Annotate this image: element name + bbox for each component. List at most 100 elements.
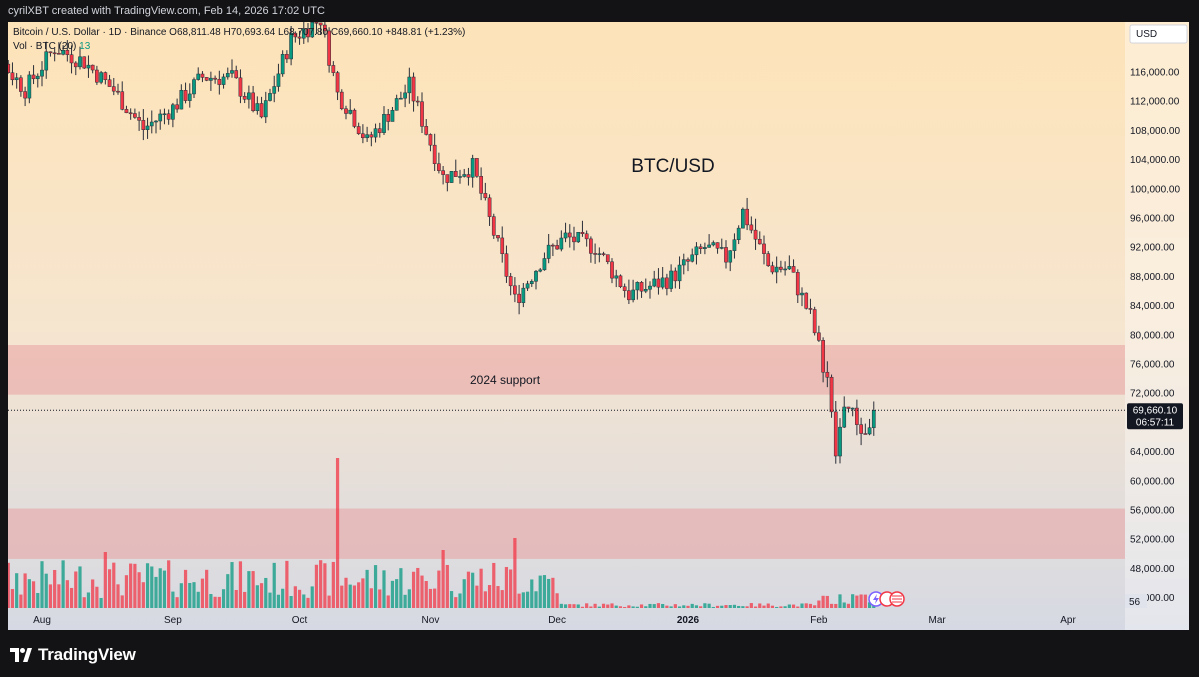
volume-bar — [65, 580, 69, 608]
currency-box[interactable] — [1129, 24, 1188, 44]
volume-bar — [40, 561, 44, 608]
candle-body — [871, 410, 876, 428]
volume-bar — [749, 603, 753, 608]
candle-body — [145, 125, 150, 130]
volume-bar — [378, 589, 382, 608]
candle-body — [99, 72, 103, 83]
volume-bar — [648, 603, 652, 608]
candle-body — [842, 406, 847, 428]
y-tick-label: 92,000.00 — [1130, 243, 1175, 254]
y-tick-label: 80,000.00 — [1130, 330, 1175, 341]
candle-body — [829, 376, 834, 413]
candle-body — [825, 371, 830, 378]
volume-bar — [783, 606, 787, 608]
tradingview-brand: TradingView — [38, 645, 136, 664]
volume-bar — [209, 594, 213, 608]
legend-line-1: Bitcoin / U.S. Dollar · 1D · Binance O68… — [13, 26, 465, 40]
volume-bar — [770, 605, 775, 608]
volume-bar — [635, 606, 639, 608]
zone-label: 2024 support — [470, 373, 541, 387]
candle-body — [542, 258, 547, 271]
candle-body — [415, 100, 420, 103]
candle-body — [369, 134, 374, 138]
candle-body — [665, 277, 669, 289]
candle-body — [293, 32, 298, 38]
candle-body — [40, 69, 44, 77]
candle-body — [711, 242, 716, 246]
candle-body — [187, 93, 192, 101]
volume-bar — [217, 596, 221, 608]
volume-bar — [606, 604, 610, 608]
volume-tag: 56 — [1125, 594, 1147, 608]
candle-body — [445, 174, 450, 183]
candle-body — [399, 97, 403, 100]
candle-body — [301, 28, 306, 39]
candle-body — [344, 108, 348, 114]
volume-bar — [796, 606, 800, 608]
volume-bar — [808, 603, 813, 608]
candle-body — [373, 128, 378, 138]
volume-bar — [661, 603, 665, 608]
volume-bar — [196, 591, 200, 608]
volume-bar — [331, 561, 335, 608]
x-tick-label: Nov — [422, 615, 440, 626]
volume-bar — [589, 606, 593, 608]
candle-body — [335, 72, 340, 93]
candle-body — [529, 281, 534, 284]
candle-body — [124, 109, 129, 114]
volume-bar — [272, 562, 276, 608]
candle-body — [487, 197, 492, 217]
x-tick-label: Aug — [33, 615, 51, 626]
candle-body — [753, 229, 758, 240]
candle-body — [669, 270, 673, 289]
volume-indicator-value: 13 — [79, 41, 91, 52]
volume-bar — [471, 572, 475, 608]
volume-bar — [627, 605, 631, 608]
volume-bar — [407, 589, 411, 608]
candle-body — [420, 101, 424, 127]
candle-body — [732, 239, 737, 251]
candle-body — [449, 171, 454, 183]
candle-body — [166, 113, 171, 120]
x-tick-label: Sep — [164, 615, 182, 626]
candle-body — [23, 91, 27, 99]
time-axis: Aug Sep Oct Nov Dec 2026 Feb Mar Apr — [33, 615, 1076, 626]
volume-bar — [766, 603, 770, 608]
price-scale[interactable] — [1125, 22, 1189, 630]
y-tick-label: 60,000.00 — [1130, 476, 1175, 487]
y-tick-label: 84,000.00 — [1130, 301, 1175, 312]
price-chart[interactable]: 116,000.00 112,000.00 108,000.00 104,000.00… — [8, 22, 1189, 630]
volume-bar — [449, 591, 454, 608]
candle-body — [234, 70, 239, 79]
candle-body — [352, 109, 357, 127]
candle-body — [259, 103, 264, 118]
candle-body — [217, 78, 222, 85]
volume-bar — [44, 573, 48, 608]
volume-bar — [732, 604, 737, 608]
volume-bar — [255, 585, 259, 608]
volume-bar — [205, 569, 209, 608]
candle-body — [627, 290, 631, 301]
candle-body — [158, 113, 163, 122]
volume-bar — [863, 594, 867, 608]
event-icons[interactable] — [868, 591, 905, 607]
candle-body — [525, 283, 530, 289]
currency-selector[interactable]: USD — [1129, 24, 1188, 44]
volume-bar — [268, 592, 272, 608]
volume-bar — [800, 603, 804, 608]
legend-line-2: Vol · BTC (20) 13 — [13, 40, 465, 54]
candle-body — [779, 266, 783, 270]
volume-bar — [487, 585, 492, 608]
volume-bar — [715, 605, 720, 608]
candle-body — [323, 24, 327, 32]
volume-bar — [27, 579, 31, 608]
currency-label[interactable]: USD — [1136, 29, 1157, 40]
volume-bar — [82, 597, 86, 608]
volume-bar — [357, 582, 361, 608]
candle-body — [783, 268, 787, 271]
candle-body — [538, 269, 543, 272]
chart-area[interactable]: 116,000.00 112,000.00 108,000.00 104,000.00… — [8, 22, 1189, 630]
volume-bar — [95, 586, 99, 608]
candle-body — [534, 270, 538, 282]
candle-body — [255, 103, 260, 112]
